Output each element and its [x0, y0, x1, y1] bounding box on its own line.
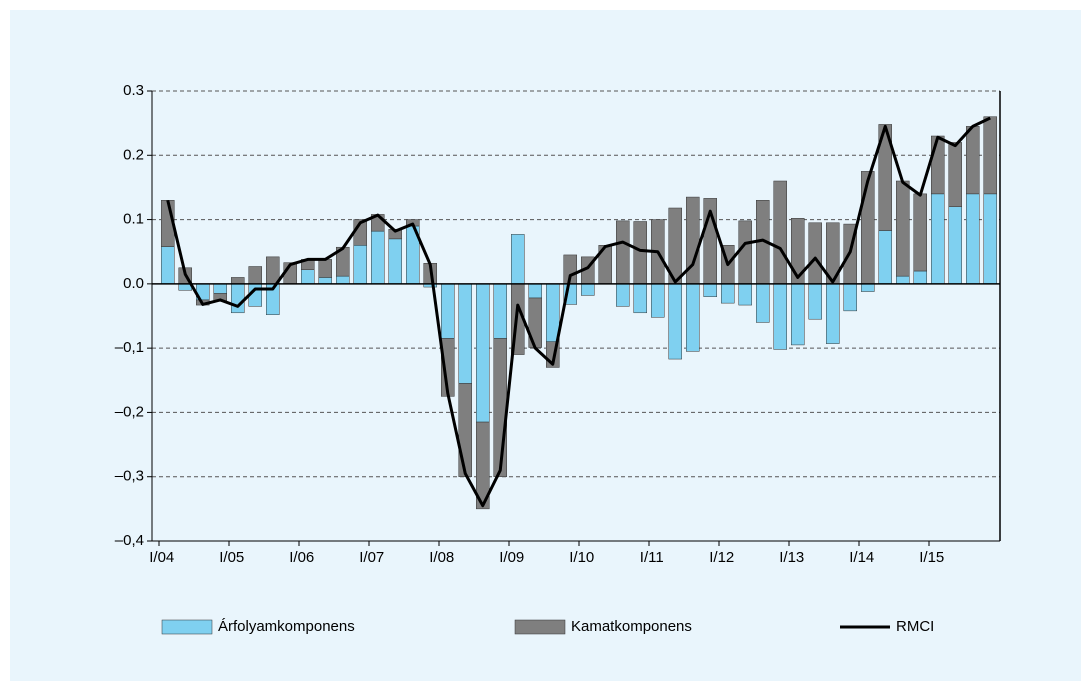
bar [843, 283, 857, 312]
x-tick-label: I/07 [359, 549, 384, 566]
bar [826, 283, 840, 344]
bar [913, 270, 927, 285]
y-tick-label: –0,2 [115, 403, 144, 420]
x-tick-label: I/10 [569, 549, 594, 566]
bar [458, 283, 472, 384]
y-tick-label: 0.1 [123, 211, 144, 228]
bar [983, 116, 997, 195]
bar [528, 283, 542, 299]
x-tick-label: I/14 [849, 549, 874, 566]
y-tick-label: –0,4 [115, 532, 144, 549]
bar [773, 283, 787, 350]
bar [948, 142, 962, 207]
background [10, 10, 1081, 681]
bar [756, 283, 770, 323]
x-tick-label: I/15 [919, 549, 944, 566]
line [166, 116, 991, 508]
x-tick-label: I/06 [289, 549, 314, 566]
bar [616, 283, 630, 307]
bar [458, 383, 472, 477]
bar [931, 135, 945, 195]
legend-swatch [514, 619, 566, 635]
bar [546, 283, 560, 342]
y-tick-label: –0,3 [115, 468, 144, 485]
bar [388, 238, 402, 285]
bar [913, 193, 927, 272]
bar [808, 283, 822, 320]
bar [511, 234, 525, 285]
bar [248, 266, 262, 285]
bar [231, 277, 245, 285]
bar [318, 277, 332, 285]
x-tick-label: I/12 [709, 549, 734, 566]
bar [231, 283, 245, 314]
bar [966, 193, 980, 285]
bar [948, 206, 962, 285]
bar [738, 220, 752, 285]
bar [931, 193, 945, 285]
x-tick-label: I/09 [499, 549, 524, 566]
bar [161, 246, 175, 285]
bar [721, 283, 735, 304]
bar [266, 256, 280, 285]
bar [301, 269, 315, 285]
bar [668, 283, 682, 360]
bar [738, 283, 752, 306]
bar [371, 230, 385, 285]
x-tick-label: I/08 [429, 549, 454, 566]
legend-label: RMCI [896, 618, 934, 635]
bar [966, 126, 980, 195]
legend-label: Kamatkomponens [571, 618, 692, 635]
y-tick-label: 0.0 [123, 275, 144, 292]
x-tick-label: I/05 [219, 549, 244, 566]
bar [791, 283, 805, 346]
bar [896, 275, 910, 285]
y-tick-label: 0.2 [123, 146, 144, 163]
bar [861, 171, 875, 285]
bar [476, 283, 490, 423]
bar [213, 283, 227, 294]
legend-label: Árfolyamkomponens [218, 618, 355, 635]
bar [861, 283, 875, 292]
bar [441, 283, 455, 339]
bar [808, 222, 822, 285]
bar [476, 421, 490, 510]
bar [633, 221, 647, 285]
bar [686, 283, 700, 352]
x-tick-label: I/11 [640, 549, 664, 566]
y-tick-label: 0.3 [123, 82, 144, 99]
bar [353, 245, 367, 285]
bar [581, 283, 595, 296]
bar [493, 283, 507, 339]
bar [773, 180, 787, 285]
bar [983, 193, 997, 285]
x-tick-label: I/04 [149, 549, 174, 566]
legend-swatch [161, 619, 213, 635]
bar [493, 338, 507, 477]
bar [318, 259, 332, 278]
bar [616, 220, 630, 285]
bar [651, 283, 665, 318]
bar [703, 283, 717, 297]
bar [878, 124, 892, 231]
bar [633, 283, 647, 314]
x-tick-label: I/13 [779, 549, 804, 566]
bar [336, 275, 350, 285]
bar [896, 180, 910, 277]
y-tick-label: –0,1 [115, 339, 144, 356]
bar [878, 230, 892, 285]
